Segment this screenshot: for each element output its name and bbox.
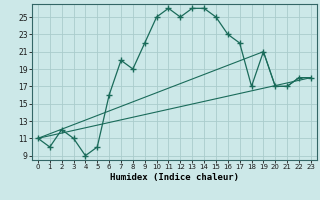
X-axis label: Humidex (Indice chaleur): Humidex (Indice chaleur) [110,173,239,182]
